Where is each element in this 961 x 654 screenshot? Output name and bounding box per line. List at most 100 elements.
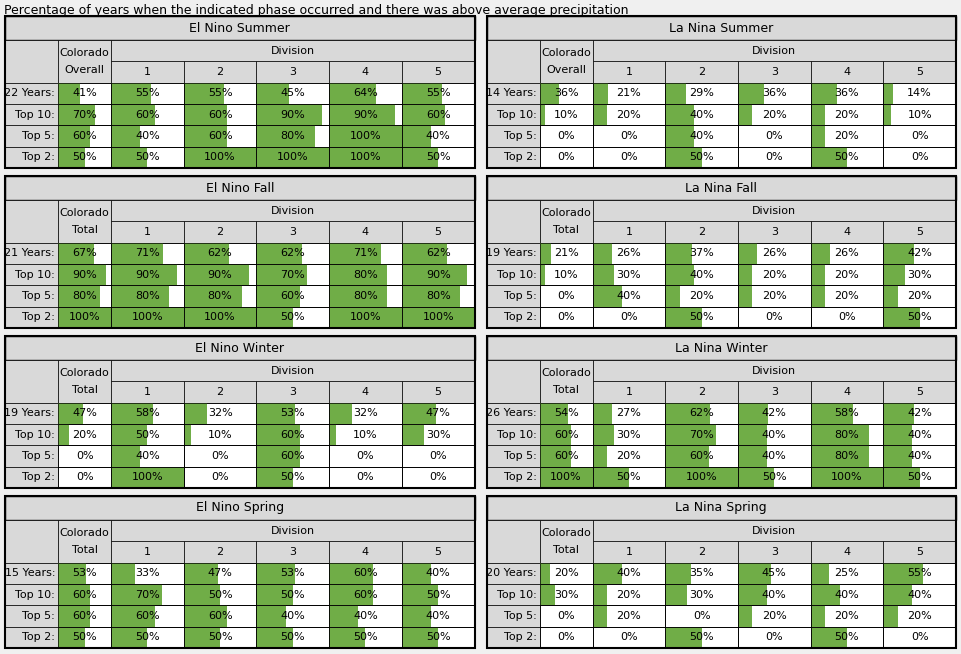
Text: 2: 2 xyxy=(698,67,705,77)
Bar xyxy=(58,82,111,104)
Text: Division: Division xyxy=(752,526,797,536)
Bar xyxy=(402,445,475,467)
Text: 0%: 0% xyxy=(838,313,856,322)
Bar xyxy=(402,104,475,126)
Bar xyxy=(883,424,956,445)
Bar xyxy=(486,562,539,584)
Bar xyxy=(738,104,752,126)
Text: 60%: 60% xyxy=(354,590,378,600)
Text: 30%: 30% xyxy=(554,590,579,600)
Text: 3: 3 xyxy=(771,67,777,77)
Bar xyxy=(539,146,593,168)
Bar xyxy=(58,424,68,445)
Text: 10%: 10% xyxy=(554,269,579,280)
Bar xyxy=(539,445,593,467)
Text: 60%: 60% xyxy=(72,131,97,141)
Bar xyxy=(111,445,184,467)
Text: 60%: 60% xyxy=(208,131,233,141)
Bar xyxy=(593,562,622,584)
Text: 40%: 40% xyxy=(907,451,932,461)
Bar xyxy=(111,200,475,221)
Bar xyxy=(58,264,111,285)
Bar xyxy=(58,627,85,648)
Text: Top 10:: Top 10: xyxy=(15,590,55,600)
Bar xyxy=(330,104,402,126)
Bar xyxy=(402,307,475,328)
Bar xyxy=(539,467,593,488)
Text: 40%: 40% xyxy=(834,590,859,600)
Bar xyxy=(111,82,151,104)
Bar xyxy=(738,403,811,424)
Bar xyxy=(5,126,58,146)
Bar xyxy=(811,542,883,562)
Bar xyxy=(58,146,111,168)
Text: 4: 4 xyxy=(844,227,850,237)
Text: 1: 1 xyxy=(626,387,632,397)
Text: 100%: 100% xyxy=(350,313,382,322)
Bar xyxy=(184,445,257,467)
Text: 40%: 40% xyxy=(617,568,641,578)
Bar xyxy=(665,307,738,328)
Bar xyxy=(738,264,811,285)
Bar xyxy=(330,606,358,627)
Text: 22 Years:: 22 Years: xyxy=(4,88,55,98)
Text: 70%: 70% xyxy=(689,430,714,439)
Bar xyxy=(738,627,811,648)
Text: 0%: 0% xyxy=(357,472,374,483)
Bar xyxy=(257,403,330,424)
Bar xyxy=(330,606,402,627)
Text: 50%: 50% xyxy=(281,472,305,483)
Text: 40%: 40% xyxy=(762,451,787,461)
Bar xyxy=(486,16,956,168)
Bar xyxy=(593,424,665,445)
Bar xyxy=(883,307,956,328)
Text: La Nina Winter: La Nina Winter xyxy=(675,341,768,354)
Text: 0%: 0% xyxy=(557,131,575,141)
Bar xyxy=(593,307,665,328)
Bar xyxy=(330,627,402,648)
Text: Top 10:: Top 10: xyxy=(15,269,55,280)
Bar xyxy=(330,307,402,328)
Bar xyxy=(184,627,257,648)
Bar xyxy=(58,403,111,424)
Text: 20%: 20% xyxy=(834,611,859,621)
Bar xyxy=(257,584,330,606)
Bar xyxy=(111,627,184,648)
Bar xyxy=(330,445,402,467)
Bar xyxy=(883,307,956,328)
Bar xyxy=(5,40,58,82)
Bar xyxy=(539,285,593,307)
Bar xyxy=(593,104,607,126)
Text: 0%: 0% xyxy=(620,131,638,141)
Text: Top 5:: Top 5: xyxy=(22,131,55,141)
Bar xyxy=(883,243,956,264)
Bar xyxy=(402,285,460,307)
Bar xyxy=(738,606,811,627)
Bar xyxy=(665,243,692,264)
Text: Top 2:: Top 2: xyxy=(504,152,536,162)
Bar xyxy=(811,82,883,104)
Bar xyxy=(330,542,402,562)
Text: Colorado: Colorado xyxy=(60,368,110,378)
Bar xyxy=(5,562,58,584)
Bar xyxy=(738,243,757,264)
Bar xyxy=(593,562,665,584)
Bar xyxy=(184,104,228,126)
Bar xyxy=(257,221,330,243)
Bar xyxy=(330,82,376,104)
Bar xyxy=(111,445,140,467)
Bar xyxy=(665,584,687,606)
Text: 40%: 40% xyxy=(617,291,641,301)
Bar xyxy=(811,424,869,445)
Bar xyxy=(539,424,572,445)
Bar xyxy=(811,285,883,307)
Bar xyxy=(402,606,431,627)
Bar xyxy=(593,445,607,467)
Text: Division: Division xyxy=(752,366,797,375)
Bar xyxy=(111,360,475,381)
Bar xyxy=(184,627,257,648)
Bar xyxy=(665,403,710,424)
Text: 53%: 53% xyxy=(281,568,305,578)
Bar xyxy=(184,606,228,627)
Bar xyxy=(665,146,738,168)
